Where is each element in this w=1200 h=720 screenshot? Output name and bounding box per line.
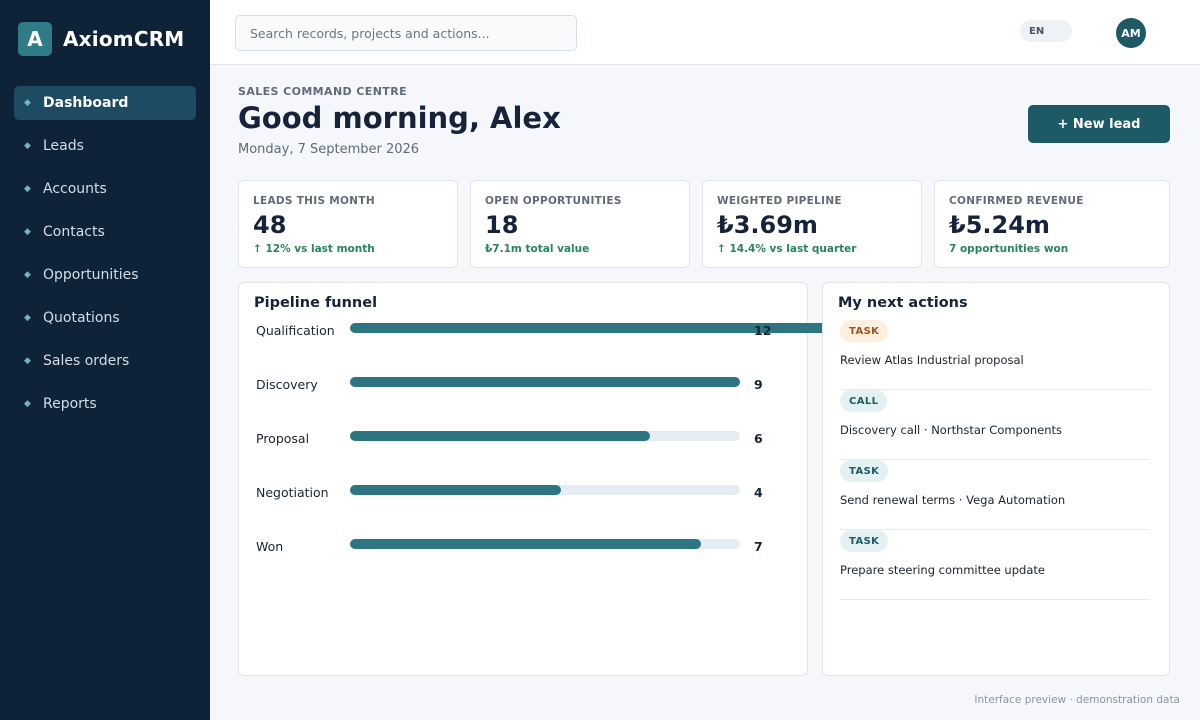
funnel-row-discovery[interactable]: Discovery 9: [239, 373, 807, 393]
funnel-count: 9: [754, 377, 763, 392]
kpi-note: ↑ 14.4% vs last quarter: [717, 243, 857, 255]
diamond-icon: ◆: [24, 313, 31, 323]
sidebar-item-contacts[interactable]: ◆ Contacts: [14, 215, 196, 249]
action-item[interactable]: CALL Discovery call · Northstar Componen…: [840, 390, 1150, 460]
sidebar-item-label: Quotations: [43, 310, 120, 326]
logo[interactable]: A AxiomCRM: [18, 22, 184, 56]
pipeline-funnel-panel: Pipeline funnel Qualification 12 Discove…: [238, 282, 841, 676]
funnel-row-negotiation[interactable]: Negotiation 4: [239, 481, 807, 501]
kpi-label: WEIGHTED PIPELINE: [717, 195, 842, 207]
funnel-row-proposal[interactable]: Proposal 6: [239, 427, 807, 447]
funnel-bar: [350, 431, 650, 441]
avatar[interactable]: AM: [1116, 18, 1146, 48]
sidebar: A AxiomCRM ◆ Dashboard ◆ Leads ◆ Account…: [0, 0, 210, 720]
funnel-count: 6: [754, 431, 763, 446]
page-eyebrow: SALES COMMAND CENTRE: [238, 85, 407, 98]
funnel-bar: [350, 323, 841, 333]
sidebar-item-label: Reports: [43, 396, 97, 412]
sidebar-item-quotations[interactable]: ◆ Quotations: [14, 301, 196, 335]
sidebar-item-accounts[interactable]: ◆ Accounts: [14, 172, 196, 206]
search-input[interactable]: [235, 15, 577, 51]
diamond-icon: ◆: [24, 399, 31, 409]
kpi-value: 48: [253, 211, 287, 239]
funnel-count: 12: [754, 323, 772, 338]
action-type-badge: CALL: [840, 390, 888, 412]
action-item[interactable]: TASK Review Atlas Industrial proposal: [840, 320, 1150, 390]
sidebar-item-label: Contacts: [43, 224, 105, 240]
funnel-bar: [350, 539, 701, 549]
panel-title: My next actions: [838, 295, 968, 311]
kpi-card-opportunities: OPEN OPPORTUNITIES 18 ₺7.1m total value: [470, 180, 690, 268]
language-switch[interactable]: EN: [1020, 20, 1072, 42]
page-date: Monday, 7 September 2026: [238, 142, 420, 157]
sidebar-item-leads[interactable]: ◆ Leads: [14, 129, 196, 163]
action-text[interactable]: Discovery call · Northstar Components: [840, 423, 1063, 437]
diamond-icon: ◆: [24, 141, 31, 151]
sidebar-item-label: Leads: [43, 138, 84, 154]
funnel-stage-label: Won: [256, 539, 284, 554]
kpi-label: LEADS THIS MONTH: [253, 195, 375, 207]
next-actions-panel: My next actions TASK Review Atlas Indust…: [822, 282, 1170, 676]
funnel-row-won[interactable]: Won 7: [239, 535, 807, 555]
kpi-card-revenue: CONFIRMED REVENUE ₺5.24m 7 opportunities…: [934, 180, 1170, 268]
sidebar-item-reports[interactable]: ◆ Reports: [14, 387, 196, 421]
funnel-stage-label: Proposal: [256, 431, 310, 446]
page-title: Good morning, Alex: [238, 101, 561, 135]
diamond-icon: ◆: [24, 98, 31, 108]
footer-note: Interface preview · demonstration data: [974, 694, 1180, 706]
top-header: EN AM: [210, 0, 1200, 65]
kpi-label: CONFIRMED REVENUE: [949, 195, 1084, 207]
sidebar-item-sales-orders[interactable]: ◆ Sales orders: [14, 344, 196, 378]
kpi-value: 18: [485, 211, 519, 239]
kpi-note: ₺7.1m total value: [485, 243, 590, 255]
funnel-stage-label: Discovery: [256, 377, 318, 392]
kpi-label: OPEN OPPORTUNITIES: [485, 195, 622, 207]
sidebar-item-label: Accounts: [43, 181, 107, 197]
funnel-count: 4: [754, 485, 763, 500]
diamond-icon: ◆: [24, 184, 31, 194]
sidebar-item-label: Dashboard: [43, 95, 129, 111]
kpi-card-pipeline: WEIGHTED PIPELINE ₺3.69m ↑ 14.4% vs last…: [702, 180, 922, 268]
app-name: AxiomCRM: [63, 27, 185, 51]
kpi-note: ↑ 12% vs last month: [253, 243, 375, 255]
action-item[interactable]: TASK Send renewal terms · Vega Automatio…: [840, 460, 1150, 530]
sidebar-item-label: Opportunities: [43, 267, 139, 283]
action-text[interactable]: Prepare steering committee update: [840, 563, 1045, 577]
diamond-icon: ◆: [24, 270, 31, 280]
funnel-bar: [350, 485, 561, 495]
sidebar-item-label: Sales orders: [43, 353, 130, 369]
sidebar-nav: ◆ Dashboard ◆ Leads ◆ Accounts ◆ Contact…: [14, 86, 196, 430]
sidebar-item-dashboard[interactable]: ◆ Dashboard: [14, 86, 196, 120]
kpi-card-leads: LEADS THIS MONTH 48 ↑ 12% vs last month: [238, 180, 458, 268]
panel-title: Pipeline funnel: [254, 295, 378, 311]
kpi-note: 7 opportunities won: [949, 243, 1069, 255]
funnel-count: 7: [754, 539, 763, 554]
action-item[interactable]: TASK Prepare steering committee update: [840, 530, 1150, 600]
logo-mark: A: [18, 22, 52, 56]
diamond-icon: ◆: [24, 227, 31, 237]
funnel-stage-label: Negotiation: [256, 485, 329, 500]
action-text[interactable]: Send renewal terms · Vega Automation: [840, 493, 1066, 507]
sidebar-item-opportunities[interactable]: ◆ Opportunities: [14, 258, 196, 292]
diamond-icon: ◆: [24, 356, 31, 366]
kpi-value: ₺3.69m: [717, 211, 818, 239]
funnel-bar: [350, 377, 740, 387]
action-type-badge: TASK: [840, 530, 889, 552]
action-text[interactable]: Review Atlas Industrial proposal: [840, 353, 1024, 367]
kpi-value: ₺5.24m: [949, 211, 1050, 239]
action-type-badge: TASK: [840, 460, 889, 482]
new-lead-button[interactable]: + New lead: [1028, 105, 1170, 143]
funnel-stage-label: Qualification: [256, 323, 335, 338]
action-type-badge: TASK: [840, 320, 889, 342]
funnel-row-qualification[interactable]: Qualification 12: [239, 319, 841, 339]
